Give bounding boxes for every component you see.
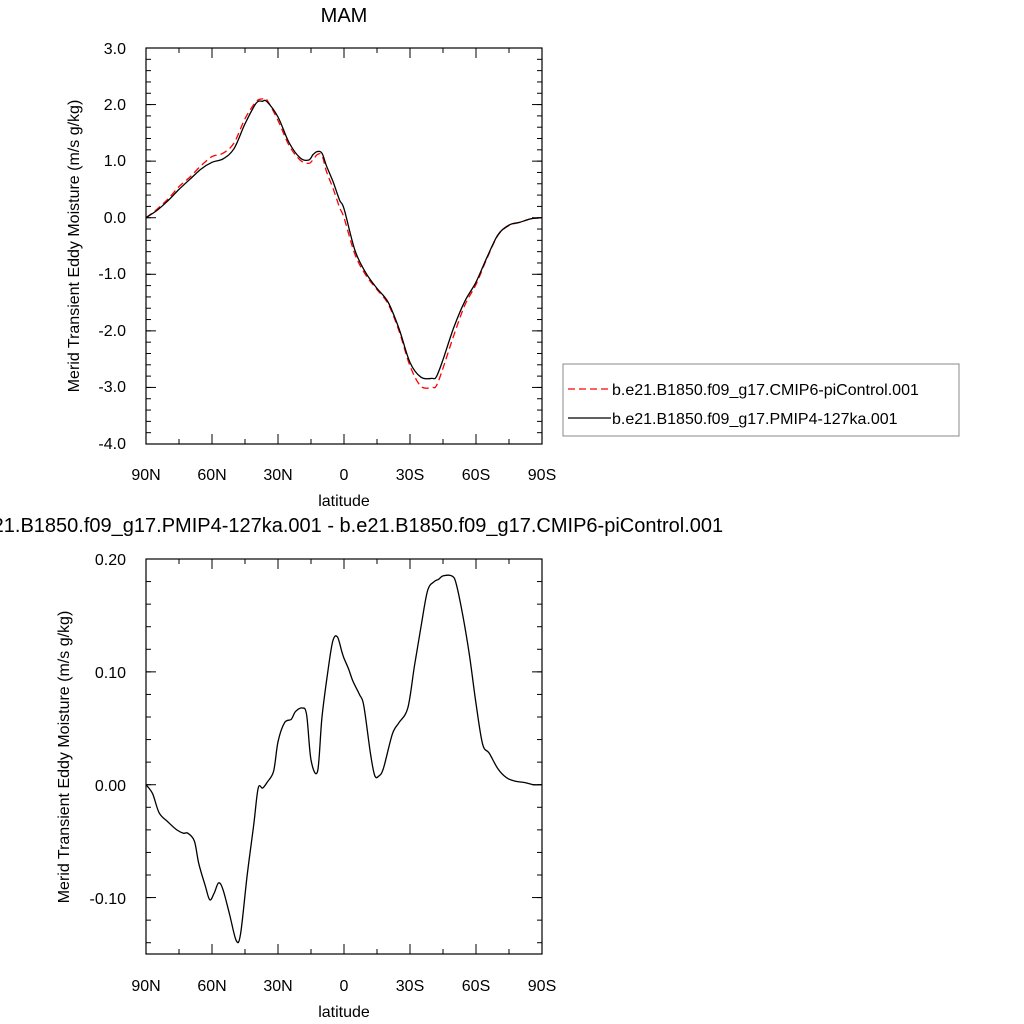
chart-bottom-series <box>145 574 543 944</box>
chart-top-xtick-label: 60S <box>462 467 490 484</box>
chart-top-xtick-label: 30S <box>396 467 424 484</box>
chart-bottom-xtick-label: 60S <box>462 978 490 995</box>
chart-bottom-ytick-label: 0.10 <box>95 665 126 682</box>
chart-bottom-xtick-label: 30S <box>396 978 424 995</box>
chart-top-series <box>145 97 543 389</box>
chart-top-ytick-label: 3.0 <box>104 41 126 58</box>
chart-top-ytick-label: 0.0 <box>104 210 126 227</box>
chart-bottom: b.e21.B1850.f09_g17.PMIP4-127ka.001 - b.… <box>0 515 723 1021</box>
chart-top-ytick-label: -1.0 <box>98 266 126 283</box>
chart-bottom-plot-frame <box>145 558 543 955</box>
chart-bottom-ytick-label: -0.10 <box>90 891 127 908</box>
chart-top-series-line-0 <box>145 97 543 389</box>
chart-top-ytick-label: -4.0 <box>98 436 126 453</box>
chart-bottom-y-axis-label: Merid Transient Eddy Moisture (m/s g/kg) <box>56 611 73 904</box>
chart-top-series-line-1 <box>145 99 543 380</box>
chart-bottom-xtick-label: 60N <box>197 978 226 995</box>
chart-bottom-ticks <box>145 558 543 954</box>
chart-bottom-xtick-label: 0 <box>340 978 349 995</box>
chart-bottom-xtick-label: 30N <box>263 978 292 995</box>
chart-top-ytick-label: -3.0 <box>98 379 126 396</box>
chart-top-title: MAM <box>321 5 368 27</box>
legend-label-127ka: b.e21.B1850.f09_g17.PMIP4-127ka.001 <box>612 411 898 428</box>
chart-top-xtick-label: 90N <box>131 467 160 484</box>
legend-box <box>562 363 960 437</box>
chart-top-plot-frame <box>145 47 543 445</box>
chart-bottom-ytick-label: 0.20 <box>95 552 126 569</box>
chart-top-ytick-label: 2.0 <box>104 97 126 114</box>
chart-bottom-x-axis-label: latitude <box>318 1004 370 1021</box>
legend-label-picontrol: b.e21.B1850.f09_g17.CMIP6-piControl.001 <box>612 382 919 399</box>
chart-top-ytick-label: -2.0 <box>98 323 126 340</box>
chart-top-xtick-label: 60N <box>197 467 226 484</box>
chart-bottom-ytick-label: 0.00 <box>95 778 126 795</box>
chart-top-y-axis-label: Merid Transient Eddy Moisture (m/s g/kg) <box>66 100 83 393</box>
chart-top-ytick-label: 1.0 <box>104 153 126 170</box>
chart-bottom-xtick-label: 90S <box>528 978 556 995</box>
chart-top-xtick-label: 0 <box>340 467 349 484</box>
chart-top-legend: b.e21.B1850.f09_g17.CMIP6-piControl.001 … <box>562 363 960 437</box>
chart-bottom-title: b.e21.B1850.f09_g17.PMIP4-127ka.001 - b.… <box>0 515 723 537</box>
chart-top-xtick-label: 30N <box>263 467 292 484</box>
chart-top-x-axis-label: latitude <box>318 493 370 510</box>
chart-top-ticks <box>145 47 543 445</box>
chart-top-xtick-label: 90S <box>528 467 556 484</box>
chart-bottom-series-line-0 <box>145 574 543 944</box>
chart-top: MAM 3.0 2.0 1.0 0.0 -1.0 -2.0 -3.0 -4.0 … <box>66 5 960 510</box>
chart-bottom-xtick-label: 90N <box>131 978 160 995</box>
